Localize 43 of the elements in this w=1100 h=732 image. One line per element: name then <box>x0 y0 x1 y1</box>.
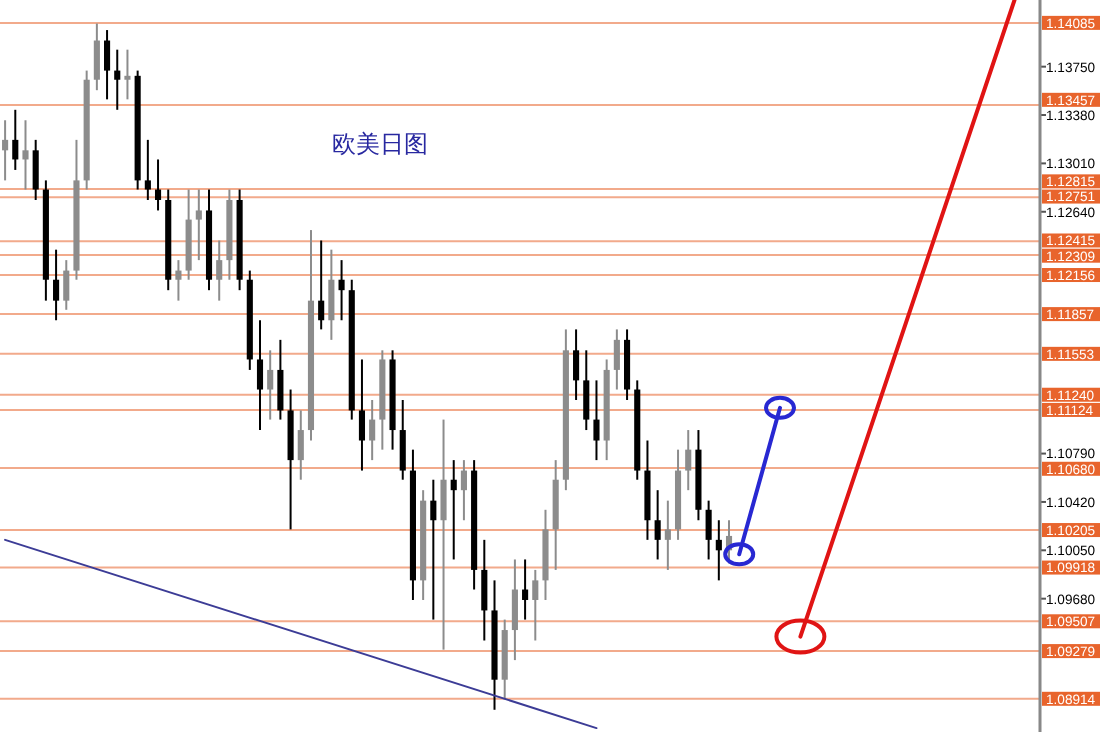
candlestick <box>654 489 661 561</box>
candlestick <box>175 259 182 302</box>
candlestick <box>63 259 70 311</box>
candlestick <box>430 478 437 621</box>
candlestick <box>440 418 447 651</box>
candlestick <box>277 338 284 421</box>
title: 欧美日图 <box>332 130 428 158</box>
candlestick <box>93 22 100 92</box>
candlestick <box>460 459 467 522</box>
candlestick <box>104 29 111 101</box>
candlestick <box>256 319 264 432</box>
candlestick <box>216 239 223 302</box>
candlestick <box>12 108 19 171</box>
candlestick <box>297 409 304 481</box>
candlestick <box>511 558 518 662</box>
candlestick <box>705 499 712 561</box>
candlestick <box>32 138 39 201</box>
candlestick <box>593 379 600 462</box>
candlestick <box>144 138 151 201</box>
candlestick <box>328 248 335 341</box>
candlestick <box>22 119 29 191</box>
candlestick <box>613 328 620 391</box>
candlestick <box>532 568 539 642</box>
candlestick <box>685 429 692 492</box>
candlestick <box>583 349 590 432</box>
candlestick <box>195 188 202 262</box>
candlestick <box>267 349 274 421</box>
candlestick <box>318 239 325 331</box>
candlestick <box>715 519 722 582</box>
candlestick <box>124 48 131 101</box>
candlestick <box>399 398 406 481</box>
candlestick <box>114 48 121 111</box>
candlestick <box>450 459 457 561</box>
candlestick <box>2 119 9 182</box>
candlestick <box>481 538 488 642</box>
candlestick <box>369 398 376 462</box>
candlestick <box>154 158 162 212</box>
candlestick <box>358 358 366 472</box>
candlestick <box>338 259 345 322</box>
candlestick <box>522 558 529 621</box>
candlestick <box>664 499 671 571</box>
candlestick <box>573 328 580 401</box>
candlestick <box>53 248 60 322</box>
